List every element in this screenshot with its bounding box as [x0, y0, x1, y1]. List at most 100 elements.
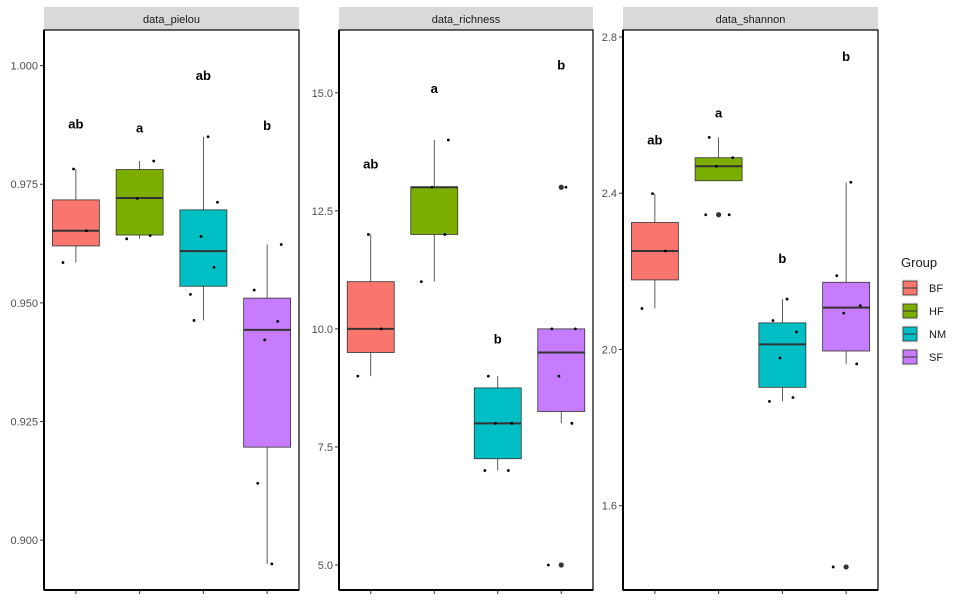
y-tick-label: 1.000 — [10, 61, 38, 73]
data-point — [835, 274, 839, 278]
y-tick-label: 15.0 — [312, 88, 333, 100]
data-point — [573, 327, 577, 331]
box-BF — [346, 234, 395, 377]
data-point — [707, 135, 711, 139]
legend-label-BF: BF — [929, 283, 943, 295]
data-point — [148, 234, 152, 237]
data-point — [727, 213, 731, 217]
data-point — [72, 167, 75, 171]
data-point — [486, 374, 490, 378]
data-point — [483, 469, 487, 472]
data-point — [125, 237, 129, 241]
outlier-point — [843, 564, 849, 570]
outlier-point — [558, 184, 564, 190]
outlier-point — [558, 562, 564, 568]
panel-data-pielou: data_pielou 0.900 0.925 0.950 0.975 1.000 ab a a… — [10, 7, 300, 594]
box-body — [410, 186, 459, 235]
data-point — [206, 135, 210, 139]
box-body — [115, 169, 164, 236]
y-tick-label: 2.0 — [602, 344, 617, 356]
outlier-point — [716, 212, 722, 218]
data-point — [85, 229, 88, 233]
data-point — [443, 233, 447, 236]
data-point — [152, 159, 156, 163]
box-body — [346, 281, 395, 353]
y-tick-label: 7.5 — [318, 442, 333, 454]
data-point — [664, 249, 667, 253]
box-body — [179, 209, 228, 287]
significance-letter: b — [778, 251, 786, 266]
data-point — [189, 292, 192, 296]
data-point — [849, 180, 853, 184]
significance-letter: b — [842, 49, 850, 64]
y-tick-label: 2.4 — [602, 188, 617, 200]
data-point — [831, 565, 835, 569]
legend-label-NM: NM — [929, 329, 946, 341]
box-NM — [179, 136, 228, 321]
data-point — [564, 185, 568, 189]
data-point — [791, 396, 795, 399]
significance-letter: ab — [647, 133, 662, 148]
box-SF — [537, 184, 586, 568]
legend-label-HF: HF — [929, 306, 944, 318]
box-body — [51, 199, 100, 247]
data-point — [768, 399, 771, 403]
y-tick-label: 2.8 — [602, 32, 617, 44]
strip-title: data_richness — [432, 14, 501, 26]
data-point — [367, 233, 370, 236]
significance-letter: ab — [196, 68, 211, 83]
significance-letter: a — [715, 105, 723, 120]
data-point — [199, 235, 203, 238]
significance-letter: a — [431, 81, 439, 96]
data-point — [192, 319, 196, 322]
data-point — [216, 200, 219, 204]
box-HF — [410, 140, 459, 282]
data-point — [61, 261, 65, 264]
data-point — [704, 213, 708, 217]
data-point — [778, 356, 782, 360]
legend-label-SF: SF — [929, 352, 943, 364]
data-point — [494, 421, 497, 425]
strip-background — [339, 7, 593, 30]
box-HF — [694, 137, 743, 218]
data-point — [855, 362, 859, 366]
data-point — [506, 469, 510, 472]
data-point — [276, 319, 280, 323]
data-point — [785, 297, 789, 301]
data-point — [570, 421, 574, 425]
y-tick-label: 12.5 — [312, 206, 333, 218]
data-point — [252, 288, 256, 292]
data-point — [356, 374, 360, 378]
data-point — [858, 304, 862, 308]
data-point — [270, 562, 274, 566]
box-BF — [630, 193, 679, 309]
box-body — [243, 297, 292, 448]
box-body — [537, 328, 586, 412]
data-point — [731, 156, 735, 160]
y-tick-label: 0.925 — [10, 417, 38, 429]
data-point — [379, 327, 383, 331]
significance-letter: ab — [363, 157, 378, 172]
significance-letter: b — [557, 57, 565, 72]
y-tick-label: 1.6 — [602, 501, 617, 513]
significance-letter: ab — [68, 116, 83, 131]
data-point — [510, 421, 514, 425]
data-point — [651, 192, 654, 196]
box-HF — [115, 160, 164, 239]
significance-letter: b — [263, 118, 271, 133]
box-SF — [822, 182, 871, 570]
data-point — [771, 319, 775, 322]
data-point — [446, 138, 450, 142]
box-NM — [758, 299, 807, 402]
significance-letter: b — [494, 331, 502, 346]
box-body — [694, 157, 743, 182]
data-point — [842, 311, 846, 315]
y-tick-label: 0.950 — [10, 298, 38, 310]
legend-title: Group — [901, 255, 937, 270]
y-tick-label: 0.900 — [10, 535, 38, 547]
box-NM — [473, 376, 522, 471]
data-point — [546, 563, 550, 567]
data-point — [263, 338, 267, 342]
